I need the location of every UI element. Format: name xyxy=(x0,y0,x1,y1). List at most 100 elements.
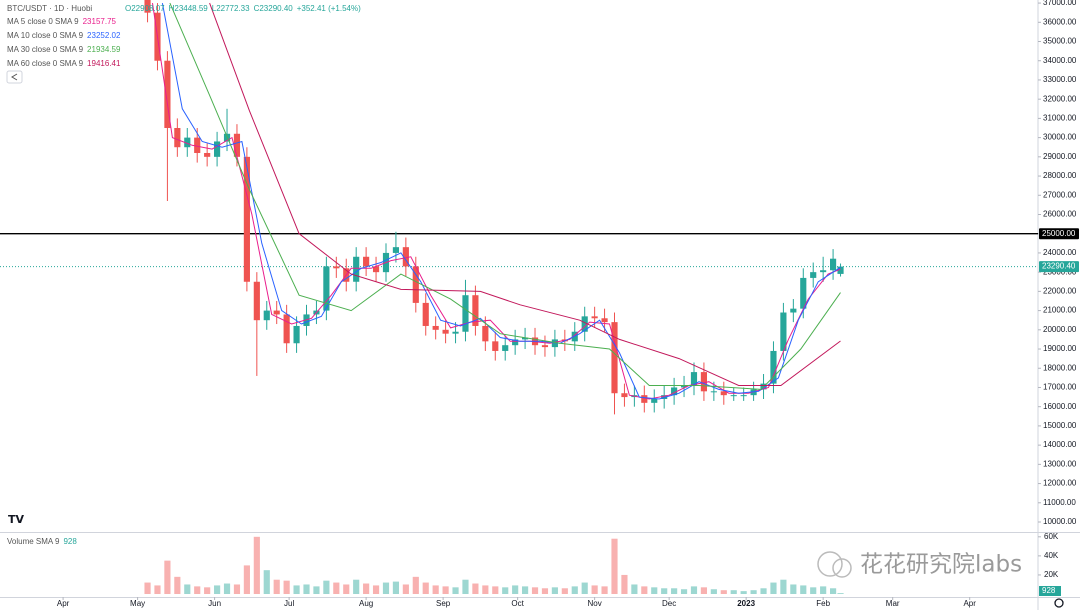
x-tick-label: Sep xyxy=(436,599,451,608)
y-tick-label: 21000.00 xyxy=(1043,306,1077,315)
y-tick-label: 36000.00 xyxy=(1043,17,1077,26)
y-tick-label: 16000.00 xyxy=(1043,402,1077,411)
candle-body xyxy=(522,337,529,340)
volume-bar xyxy=(621,574,628,594)
candle-body xyxy=(621,393,628,398)
ma-legend-value: 21934.59 xyxy=(87,45,121,54)
candle-body xyxy=(184,137,191,148)
volume-bar xyxy=(830,588,837,594)
candle-body xyxy=(422,302,429,326)
candle-body xyxy=(452,331,459,334)
volume-bar xyxy=(800,585,807,594)
volume-bar xyxy=(204,587,211,594)
x-tick-label: Aug xyxy=(359,599,373,608)
ma-legend-name: MA 10 close 0 SMA 9 xyxy=(7,31,84,40)
volume-bar xyxy=(502,587,509,594)
volume-bar xyxy=(770,582,777,594)
candle-body xyxy=(462,295,469,332)
x-tick-label: Dec xyxy=(662,599,676,608)
volume-bar xyxy=(343,584,350,594)
volume-bar xyxy=(790,584,797,594)
volume-bar xyxy=(611,538,618,594)
y-tick-label: 33000.00 xyxy=(1043,75,1077,84)
candle-body xyxy=(283,314,290,344)
y-tick-label: 15000.00 xyxy=(1043,421,1077,430)
volume-bar xyxy=(303,584,310,594)
ma-legend-name: MA 60 close 0 SMA 9 xyxy=(7,59,84,68)
volume-bar xyxy=(740,591,747,594)
volume-bar xyxy=(591,585,598,594)
volume-bar xyxy=(571,586,578,594)
moving-average-line xyxy=(161,3,841,400)
x-tick-label: Apr xyxy=(963,599,976,608)
candle-body xyxy=(740,395,747,397)
candle-body xyxy=(581,316,588,332)
moving-average-line xyxy=(152,3,841,400)
candle-body xyxy=(651,399,658,403)
collapse-legend[interactable] xyxy=(6,70,23,84)
x-tick-label: Feb xyxy=(816,599,830,608)
x-tick-label: Nov xyxy=(588,599,602,608)
candle-body xyxy=(700,372,708,392)
volume-bar xyxy=(760,588,767,594)
y-tick-label: 31000.00 xyxy=(1043,114,1077,123)
y-tick-label: 17000.00 xyxy=(1043,383,1077,392)
candle-body xyxy=(402,247,409,267)
ohlc-change: +352.41 (+1.54%) xyxy=(297,4,361,13)
volume-bar xyxy=(333,582,340,594)
y-tick-label: 24000.00 xyxy=(1043,248,1077,257)
candle-body xyxy=(144,0,151,13)
y-tick-label: 20000.00 xyxy=(1043,325,1077,334)
volume-bar xyxy=(402,584,409,594)
volume-bar xyxy=(452,587,459,594)
candle-body xyxy=(611,322,618,394)
volume-bar xyxy=(472,583,479,594)
y-tick-label: 37000.00 xyxy=(1043,0,1077,7)
volume-bar xyxy=(641,586,648,594)
watermark: 花花研究院labs xyxy=(860,552,1022,578)
volume-bar xyxy=(164,560,171,594)
watermark-logo xyxy=(817,551,852,578)
volume-bar xyxy=(780,579,787,594)
y-tick-label: 14000.00 xyxy=(1043,440,1077,449)
ohlc-close: C23290.40 xyxy=(254,4,294,13)
volume-tick-label: 60K xyxy=(1044,532,1059,541)
volume-bar xyxy=(551,587,558,594)
candle-body xyxy=(323,266,330,311)
x-tick-label: Apr xyxy=(57,599,70,608)
volume-legend-value: 928 xyxy=(63,537,77,546)
volume-bar xyxy=(223,583,231,594)
volume-value-box xyxy=(1039,586,1061,596)
ohlc-low: L22772.33 xyxy=(212,4,250,13)
volume-bar xyxy=(720,590,727,594)
volume-bar xyxy=(243,565,250,594)
y-tick-label: 32000.00 xyxy=(1043,94,1077,103)
volume-bar xyxy=(690,586,698,594)
candle-body xyxy=(780,312,787,351)
volume-bar xyxy=(837,593,844,594)
symbol-title: BTC/USDT · 1D · Huobi xyxy=(7,4,92,13)
volume-bar xyxy=(462,579,469,594)
volume-bar xyxy=(263,570,270,594)
y-tick-label: 35000.00 xyxy=(1043,37,1077,46)
volume-tick-label: 40K xyxy=(1044,551,1059,560)
x-tick-label: Mar xyxy=(886,599,900,608)
candle-body xyxy=(830,258,837,271)
volume-bar xyxy=(154,585,161,594)
candle-body xyxy=(690,372,698,386)
candle-body xyxy=(641,395,648,403)
y-tick-label: 30000.00 xyxy=(1043,133,1077,142)
candle-body xyxy=(710,391,717,393)
volume-bar xyxy=(810,587,817,594)
volume-bar xyxy=(561,588,568,594)
y-tick-label: 34000.00 xyxy=(1043,56,1077,65)
volume-bar xyxy=(750,590,757,594)
y-tick-label: 28000.00 xyxy=(1043,171,1077,180)
settings-button[interactable] xyxy=(1054,598,1064,608)
candle-body xyxy=(482,325,489,342)
volume-bar xyxy=(392,581,400,594)
candle-body xyxy=(730,395,737,397)
x-tick-label: Jun xyxy=(208,599,221,608)
